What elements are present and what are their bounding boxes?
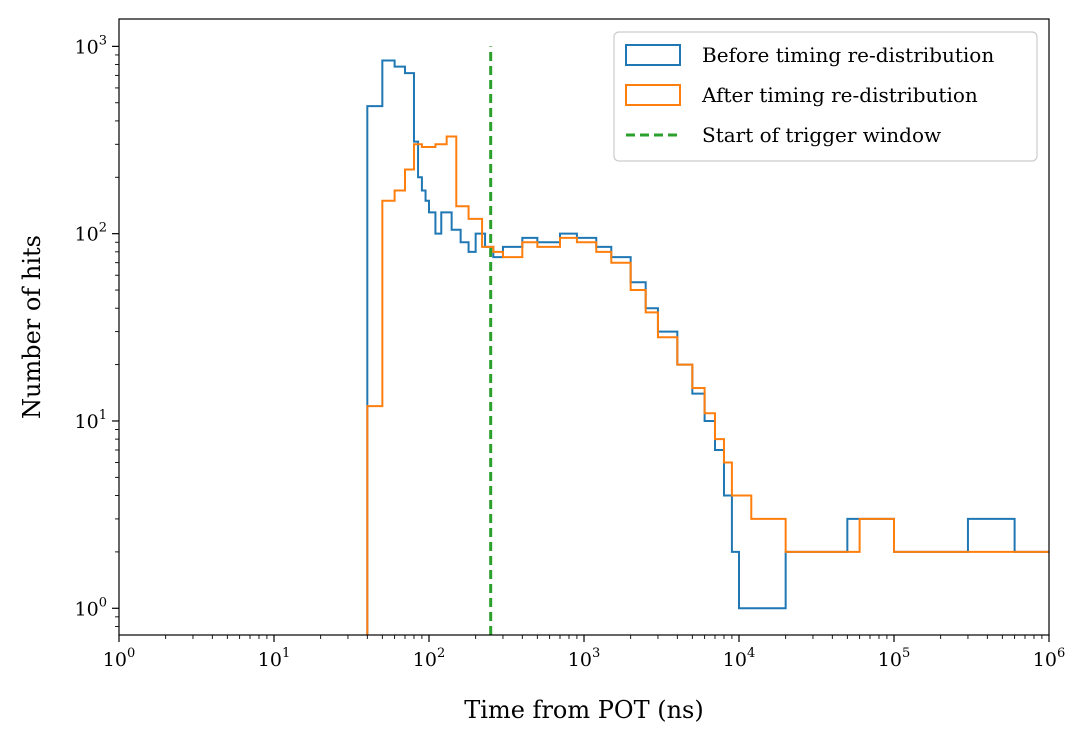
x-tick-label: 101 — [258, 646, 290, 671]
x-tick-label: 105 — [878, 646, 910, 671]
x-tick-label: 104 — [723, 646, 755, 671]
y-tick-label: 100 — [75, 595, 107, 620]
x-tick-label: 100 — [103, 646, 135, 671]
y-axis-label: Number of hits — [18, 235, 46, 419]
legend-label: After timing re-distribution — [701, 83, 978, 107]
plot-frame — [118, 18, 1050, 636]
y-tick-label: 103 — [75, 33, 107, 58]
x-tick-label: 106 — [1033, 646, 1065, 671]
legend-label: Before timing re-distribution — [702, 43, 994, 67]
axis-ticks: 100 101 102 103 104 105 106 100 101 102 103 — [75, 33, 1066, 671]
legend-handle-before — [625, 44, 681, 66]
x-axis-label: Time from POT (ns) — [464, 696, 703, 724]
plot-area — [366, 46, 1049, 635]
legend-frame — [613, 31, 1038, 162]
series-after-step-line — [366, 135, 1049, 635]
x-tick-label: 103 — [568, 646, 600, 671]
legend: Before timing re-distribution After timin… — [613, 31, 1038, 162]
legend-label: Start of trigger window — [702, 123, 941, 147]
x-tick-label: 102 — [413, 646, 445, 671]
y-tick-label: 102 — [75, 221, 107, 246]
y-tick-label: 101 — [75, 408, 107, 433]
legend-handle-after — [625, 84, 681, 106]
